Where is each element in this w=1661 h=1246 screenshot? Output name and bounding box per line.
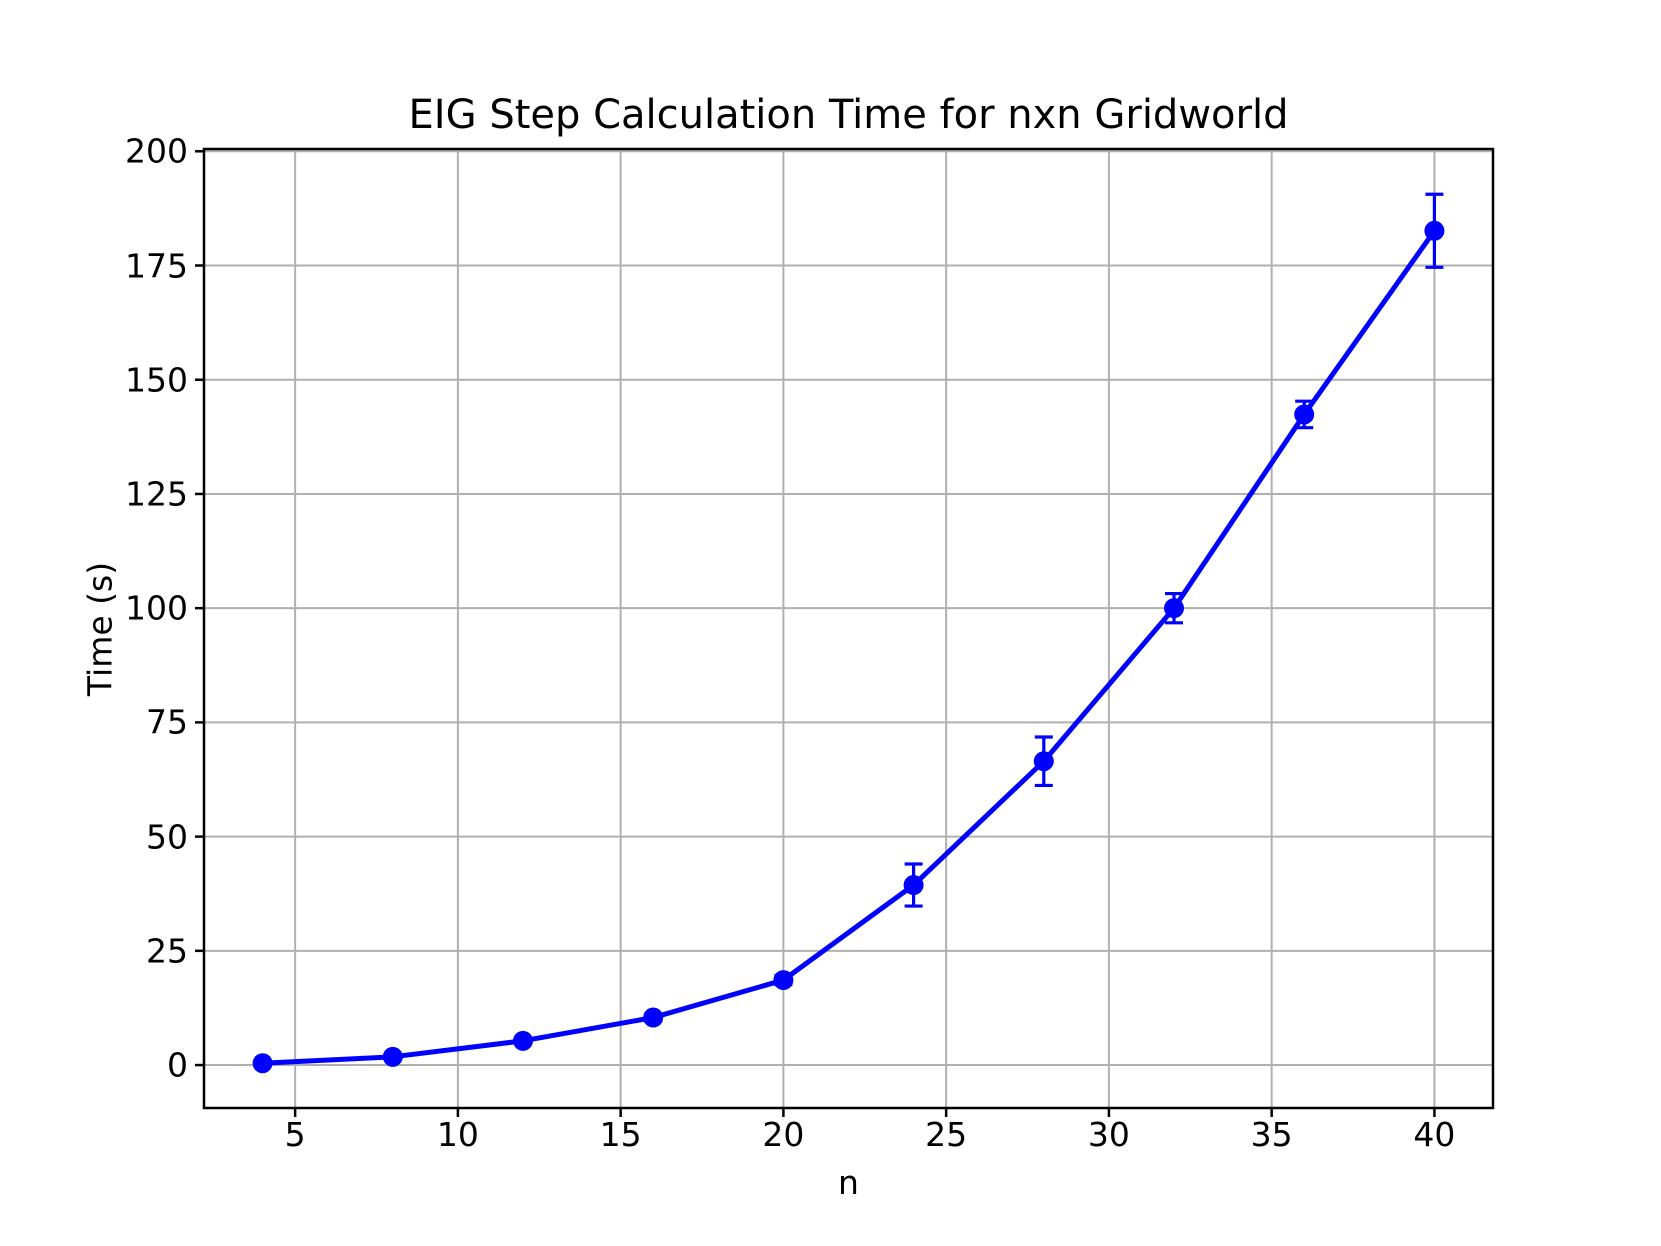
data-point-marker	[1424, 220, 1445, 241]
x-tick-label: 10	[436, 1115, 479, 1154]
x-tick-label: 20	[762, 1115, 805, 1154]
y-axis-label: Time (s)	[80, 561, 120, 697]
y-tick-label: 100	[125, 588, 188, 628]
x-tick-label: 5	[284, 1115, 306, 1154]
data-point-marker	[1033, 751, 1054, 772]
y-tick-label: 200	[125, 131, 188, 171]
x-tick-label: 40	[1413, 1115, 1456, 1154]
axis-spine	[202, 147, 1495, 1110]
x-axis-label: n	[838, 1163, 859, 1202]
data-point-marker	[903, 875, 924, 896]
chart-title: EIG Step Calculation Time for nxn Gridwo…	[408, 92, 1289, 138]
data-point-markers	[252, 220, 1445, 1074]
data-point-marker	[252, 1053, 273, 1074]
data-point-marker	[773, 970, 794, 991]
data-point-marker	[1164, 598, 1185, 619]
y-tick-label: 50	[146, 817, 188, 857]
grid-lines	[204, 149, 1493, 1108]
y-tick-label: 125	[125, 474, 188, 514]
data-point-marker	[512, 1030, 533, 1051]
y-tick-label: 0	[167, 1045, 188, 1085]
x-tick-label: 25	[925, 1115, 968, 1154]
y-tick-label: 150	[125, 360, 188, 400]
y-tick-label: 25	[146, 931, 188, 971]
y-tick-label: 175	[125, 246, 188, 285]
x-tick-label: 35	[1250, 1115, 1293, 1154]
data-point-marker	[1294, 404, 1315, 425]
x-tick-label: 15	[599, 1115, 642, 1154]
y-tick-label: 75	[146, 702, 188, 742]
tick-marks	[195, 150, 1436, 1117]
data-point-marker	[643, 1007, 664, 1028]
x-tick-label: 30	[1087, 1115, 1130, 1154]
data-line	[260, 228, 1437, 1066]
data-line	[260, 228, 1437, 1066]
data-point-marker	[382, 1046, 403, 1067]
